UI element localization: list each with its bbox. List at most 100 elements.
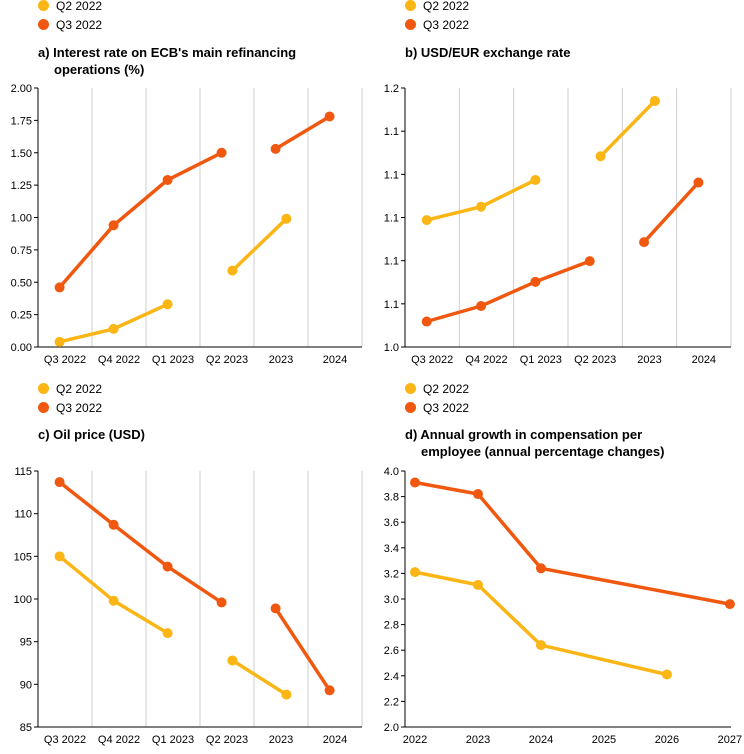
y-tick-label: 1.1 bbox=[384, 256, 399, 268]
data-point-q3-2022 bbox=[693, 177, 704, 188]
chart-title: b) USD/EUR exchange rate bbox=[405, 44, 570, 61]
x-tick-label: Q4 2022 bbox=[98, 734, 140, 746]
data-point-q2-2022 bbox=[535, 640, 546, 651]
y-tick-label: 2.00 bbox=[11, 83, 32, 95]
data-point-q2-2022 bbox=[661, 669, 672, 680]
panel-d: Q2 2022 Q3 2022 d) Annual growth in comp… bbox=[372, 377, 744, 754]
data-point-q2-2022 bbox=[281, 213, 292, 224]
series-line-q2-2022 bbox=[598, 99, 657, 158]
y-tick-label: 1.25 bbox=[11, 180, 32, 192]
data-point-q3-2022 bbox=[472, 489, 483, 500]
legend-dot-q2 bbox=[405, 0, 416, 11]
data-point-q3-2022 bbox=[162, 174, 173, 185]
x-tick-label: 2026 bbox=[655, 734, 679, 746]
data-point-q2-2022 bbox=[649, 95, 660, 106]
plot-area: 1.0 1.1 1.1 1.1 1.1 1.1 1.2 Q3 2022 Q4 2022 Q1 20… bbox=[384, 83, 732, 366]
x-tick-label: Q2 2023 bbox=[206, 734, 248, 746]
y-tick-label: 0.25 bbox=[11, 310, 32, 322]
chart-title-line1: c) Oil price (USD) bbox=[38, 427, 145, 442]
data-point-q3-2022 bbox=[535, 563, 546, 574]
data-point-q3-2022 bbox=[324, 111, 335, 122]
data-point-q2-2022 bbox=[108, 595, 119, 606]
x-tick-label: 2023 bbox=[269, 354, 293, 366]
y-tick-label: 1.75 bbox=[11, 115, 32, 127]
chart-title: c) Oil price (USD) bbox=[38, 426, 145, 443]
y-tick-label: 1.1 bbox=[384, 299, 399, 311]
y-tick-label: 3.4 bbox=[384, 543, 399, 555]
panel-b: Q2 2022 Q3 2022 b) USD/EUR exchange rate… bbox=[372, 0, 744, 377]
data-point-q3-2022 bbox=[639, 237, 650, 248]
data-point-q2-2022 bbox=[472, 579, 483, 590]
chart-title: d) Annual growth in compensation per emp… bbox=[405, 426, 664, 460]
y-tick-label: 0.75 bbox=[11, 245, 32, 257]
series-line-q2-2022 bbox=[424, 178, 538, 222]
data-point-q3-2022 bbox=[108, 519, 119, 530]
legend-dot-q2 bbox=[38, 383, 49, 394]
data-point-q3-2022 bbox=[216, 597, 227, 608]
series-line-q3-2022 bbox=[642, 180, 701, 244]
x-tick-label: 2023 bbox=[637, 354, 661, 366]
chart-title-line1: d) Annual growth in compensation per bbox=[405, 427, 643, 442]
y-tick-label: 2.6 bbox=[384, 645, 399, 657]
legend-dot-q2 bbox=[38, 0, 49, 11]
legend-label-q3: Q3 2022 bbox=[56, 401, 103, 415]
x-tick-label: 2022 bbox=[403, 734, 427, 746]
data-point-q3-2022 bbox=[584, 256, 595, 267]
data-point-q3-2022 bbox=[530, 276, 541, 287]
data-point-q2-2022 bbox=[281, 689, 292, 700]
x-tick-label: Q3 2022 bbox=[44, 354, 86, 366]
plot-area: 0.00 0.25 0.50 0.75 1.00 1.25 1.50 1.75 2.00 Q3 2… bbox=[11, 83, 363, 366]
data-point-q2-2022 bbox=[421, 215, 432, 226]
y-tick-label: 1.0 bbox=[384, 342, 399, 354]
legend-dot-q3 bbox=[38, 19, 49, 30]
data-point-q2-2022 bbox=[108, 323, 119, 334]
data-point-q3-2022 bbox=[108, 220, 119, 231]
y-tick-label: 3.8 bbox=[384, 492, 399, 504]
data-point-q2-2022 bbox=[530, 174, 541, 185]
series-line-q2-2022 bbox=[57, 554, 170, 635]
data-point-q2-2022 bbox=[54, 551, 65, 562]
y-tick-label: 1.1 bbox=[384, 213, 399, 225]
series-line-q2-2022 bbox=[230, 217, 289, 273]
data-point-q2-2022 bbox=[410, 567, 420, 578]
y-tick-label: 1.1 bbox=[384, 169, 399, 181]
data-point-q3-2022 bbox=[54, 477, 65, 488]
y-tick-label: 2.4 bbox=[384, 671, 399, 683]
data-point-q2-2022 bbox=[162, 299, 173, 310]
chart-title: a) Interest rate on ECB's main refinanci… bbox=[38, 44, 296, 78]
x-tick-label: Q1 2023 bbox=[520, 354, 562, 366]
data-point-q3-2022 bbox=[724, 599, 735, 610]
x-tick-label: Q1 2023 bbox=[152, 354, 194, 366]
x-tick-label: 2023 bbox=[466, 734, 490, 746]
data-point-q2-2022 bbox=[227, 655, 238, 666]
x-tick-label: 2024 bbox=[529, 734, 553, 746]
y-tick-label: 115 bbox=[14, 466, 32, 478]
y-tick-label: 90 bbox=[20, 679, 32, 691]
data-point-q2-2022 bbox=[227, 265, 238, 276]
series-line-q3-2022 bbox=[273, 606, 332, 693]
x-tick-label: 2027 bbox=[718, 734, 742, 746]
x-tick-label: 2023 bbox=[269, 734, 293, 746]
plot-area: 2.0 2.2 2.4 2.6 2.8 3.0 3.2 3.4 3.6 3.8 4.0 2022 202… bbox=[384, 466, 742, 746]
data-point-q3-2022 bbox=[410, 477, 420, 488]
legend-dot-q2 bbox=[405, 383, 416, 394]
legend-dot-q3 bbox=[405, 19, 416, 30]
data-point-q3-2022 bbox=[162, 561, 173, 572]
y-tick-label: 1.50 bbox=[11, 148, 32, 160]
legend-label-q2: Q2 2022 bbox=[423, 0, 470, 13]
data-point-q2-2022 bbox=[595, 151, 606, 162]
series-line-q2-2022 bbox=[413, 570, 669, 677]
y-tick-label: 2.8 bbox=[384, 620, 399, 632]
panel-c: Q2 2022 Q3 2022 c) Oil price (USD) 85 90 9… bbox=[0, 377, 372, 754]
x-tick-label: Q2 2023 bbox=[574, 354, 616, 366]
y-tick-label: 4.0 bbox=[384, 466, 399, 478]
data-point-q3-2022 bbox=[270, 143, 281, 154]
data-point-q3-2022 bbox=[54, 282, 65, 293]
y-tick-label: 3.6 bbox=[384, 517, 399, 529]
data-point-q3-2022 bbox=[216, 147, 227, 158]
data-point-q2-2022 bbox=[54, 336, 65, 347]
data-point-q3-2022 bbox=[476, 300, 487, 311]
y-tick-label: 1.2 bbox=[384, 83, 399, 95]
chart-title-line2: operations (%) bbox=[54, 62, 145, 77]
y-tick-label: 3.2 bbox=[384, 568, 399, 580]
